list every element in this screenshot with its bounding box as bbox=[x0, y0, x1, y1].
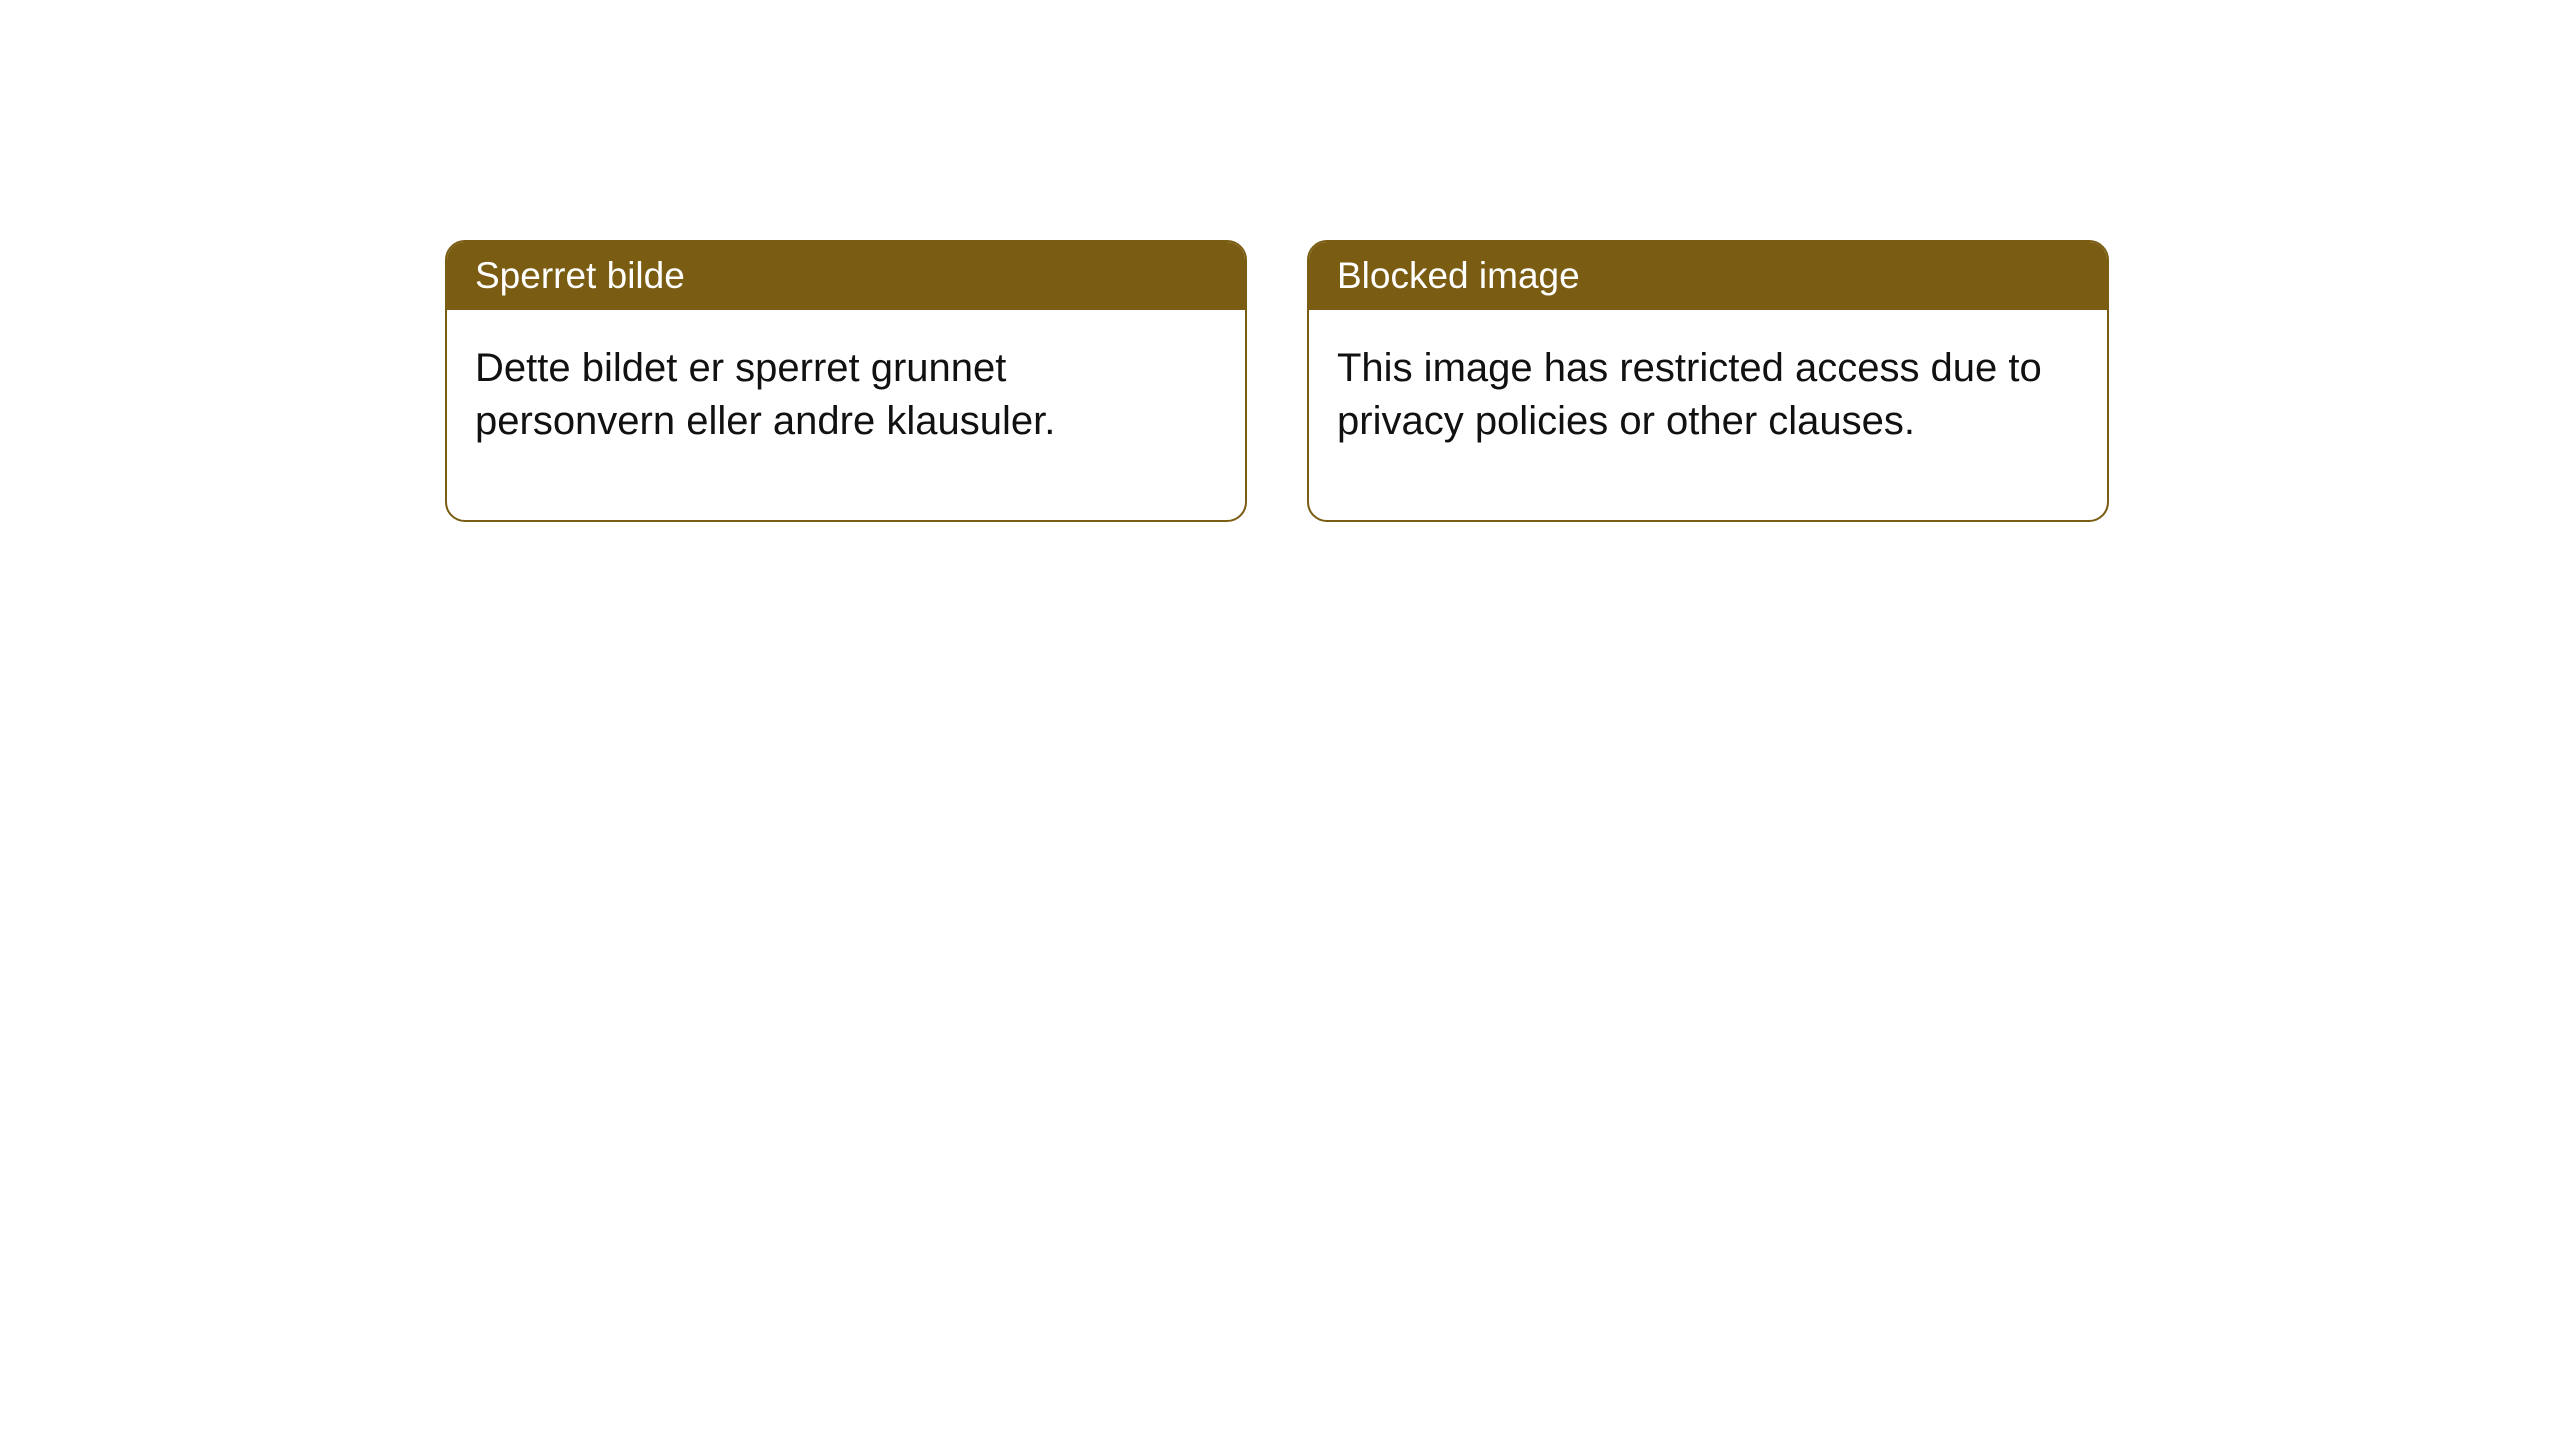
card-header-norwegian: Sperret bilde bbox=[447, 242, 1245, 310]
card-body-text: This image has restricted access due to … bbox=[1337, 346, 2042, 443]
card-header-text: Blocked image bbox=[1337, 255, 1580, 296]
notice-card-norwegian: Sperret bilde Dette bildet er sperret gr… bbox=[445, 240, 1247, 522]
card-header-english: Blocked image bbox=[1309, 242, 2107, 310]
notice-cards-container: Sperret bilde Dette bildet er sperret gr… bbox=[445, 240, 2109, 522]
notice-card-english: Blocked image This image has restricted … bbox=[1307, 240, 2109, 522]
card-body-text: Dette bildet er sperret grunnet personve… bbox=[475, 346, 1055, 443]
card-body-english: This image has restricted access due to … bbox=[1309, 310, 2107, 520]
card-body-norwegian: Dette bildet er sperret grunnet personve… bbox=[447, 310, 1245, 520]
card-header-text: Sperret bilde bbox=[475, 255, 685, 296]
